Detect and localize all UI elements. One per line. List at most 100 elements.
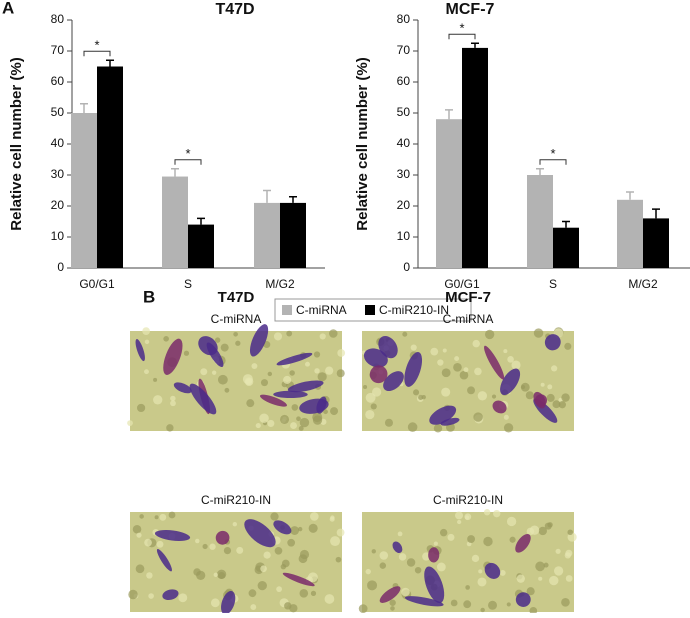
significance-label: *	[550, 146, 555, 161]
x-tick-label: M/G2	[265, 277, 295, 291]
cell-texture	[336, 528, 345, 537]
cell-texture	[136, 532, 142, 538]
x-tick-label: G0/G1	[444, 277, 480, 291]
significance-label: *	[94, 38, 99, 53]
significance-bracket	[83, 50, 111, 57]
cell-texture	[170, 400, 176, 407]
cell-texture	[284, 602, 292, 610]
cell-texture	[299, 417, 310, 428]
cell-texture	[211, 370, 217, 375]
cell-texture	[257, 580, 267, 591]
cell-texture	[283, 375, 292, 384]
cell-texture	[525, 391, 534, 400]
cell-texture	[398, 553, 407, 561]
error-bar	[471, 42, 479, 48]
stained-cell	[154, 530, 191, 541]
cell-texture	[216, 569, 227, 579]
cell-texture	[457, 519, 462, 525]
cell-texture	[136, 403, 146, 413]
legend-swatch	[365, 305, 375, 315]
cell-texture	[128, 589, 138, 600]
error-bar	[171, 168, 179, 177]
cell-texture	[372, 387, 382, 397]
cell-texture	[163, 335, 169, 342]
cell-texture	[291, 404, 299, 411]
y-tick-label: 30	[397, 167, 411, 181]
cell-texture	[465, 585, 470, 590]
cell-texture	[200, 368, 208, 376]
cell-texture	[463, 367, 469, 373]
cell-texture	[529, 525, 540, 535]
cell-texture	[520, 382, 530, 392]
stained-cell	[369, 365, 388, 384]
bar	[188, 224, 214, 268]
stained-cell	[273, 390, 308, 399]
cell-texture	[154, 515, 159, 520]
cell-texture	[280, 414, 290, 424]
cell-texture	[312, 412, 323, 423]
cell-texture	[450, 599, 458, 607]
chart-title: MCF-7	[446, 1, 495, 18]
stained-cell	[392, 541, 403, 554]
cell-texture	[543, 562, 549, 568]
cell-texture	[499, 569, 506, 576]
column-title: MCF-7	[445, 289, 491, 306]
error-bar	[562, 220, 570, 228]
cell-texture	[436, 562, 446, 572]
bar	[553, 227, 579, 268]
cell-texture	[270, 512, 279, 521]
cell-texture	[503, 423, 514, 433]
bar	[280, 202, 306, 268]
stained-cell	[135, 339, 145, 362]
cell-texture	[402, 331, 408, 337]
stained-cell	[424, 566, 445, 604]
cell-texture	[335, 556, 342, 563]
stained-cell	[215, 530, 230, 545]
cell-texture	[323, 409, 328, 415]
cell-texture	[503, 349, 508, 354]
cell-texture	[310, 590, 317, 596]
cell-texture	[564, 342, 572, 350]
cell-texture	[153, 395, 163, 405]
stained-cell	[535, 394, 548, 407]
error-bar	[445, 109, 453, 120]
cell-texture	[442, 348, 447, 353]
cell-texture	[246, 399, 255, 408]
stained-cell	[244, 519, 276, 548]
cell-texture	[464, 515, 470, 520]
cell-texture	[267, 371, 273, 377]
cell-texture	[166, 424, 174, 432]
cell-texture	[139, 514, 144, 519]
y-tick-label: 0	[57, 260, 64, 274]
cell-texture	[473, 412, 483, 422]
y-tick-label: 50	[397, 105, 411, 119]
y-tick-label: 20	[51, 198, 65, 212]
cell-texture	[503, 414, 509, 420]
y-tick-label: 70	[51, 43, 65, 57]
cell-texture	[483, 509, 491, 516]
stained-cell	[259, 394, 287, 407]
stained-cell	[515, 533, 531, 553]
y-tick-label: 70	[397, 43, 411, 57]
cell-texture	[233, 331, 238, 337]
stained-cell	[173, 382, 192, 394]
cell-texture	[135, 564, 145, 574]
bar	[97, 66, 123, 268]
stained-cell	[544, 334, 561, 351]
y-tick-label: 10	[51, 229, 65, 243]
stained-cell	[276, 352, 313, 366]
cell-texture	[506, 516, 517, 527]
significance-bracket	[539, 159, 567, 165]
legend: C-miRNA C-miR210-IN	[274, 298, 472, 322]
error-bar	[80, 102, 88, 113]
cell-texture	[407, 422, 418, 432]
cell-texture	[142, 327, 150, 336]
cell-texture	[127, 420, 133, 426]
error-bar	[536, 168, 544, 175]
cell-texture	[183, 350, 190, 356]
cell-texture	[367, 580, 378, 591]
cell-texture	[477, 577, 487, 587]
cell-texture	[314, 368, 320, 374]
legend-swatch	[282, 305, 292, 315]
